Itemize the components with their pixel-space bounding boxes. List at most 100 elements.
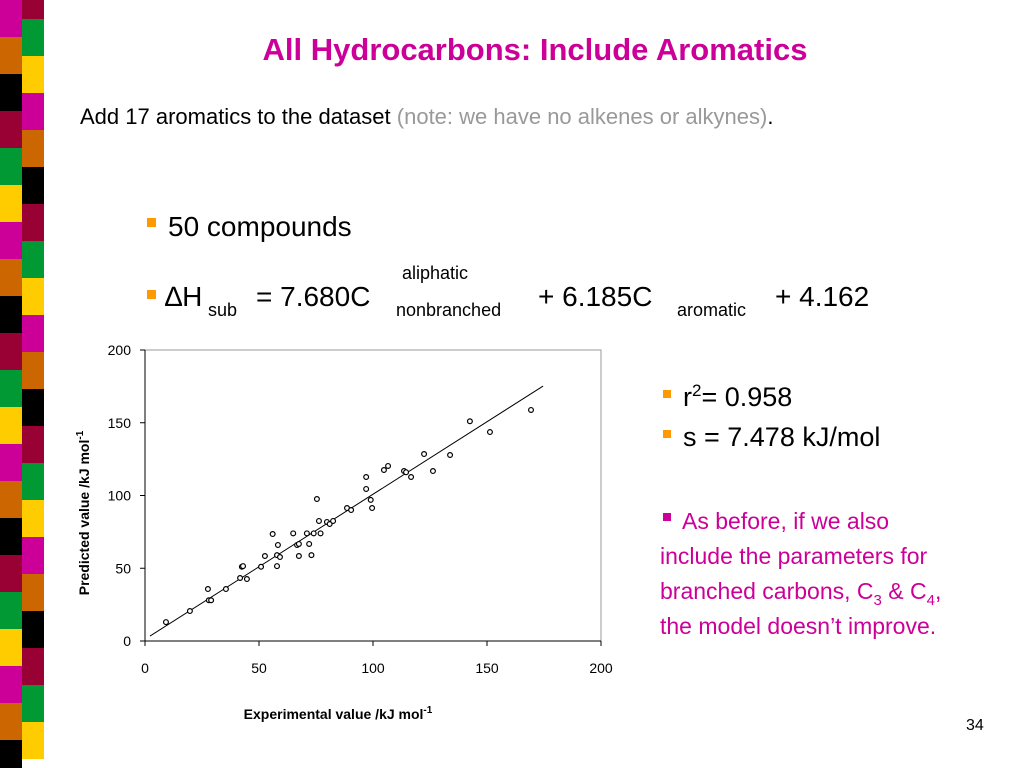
stripe-block	[0, 481, 22, 518]
stripe-block	[22, 574, 44, 611]
point	[295, 553, 302, 560]
x-axis-label: Experimental value /kJ mol-1	[244, 705, 433, 722]
stripe-block	[22, 500, 44, 537]
eq-part: + 4.162	[775, 281, 869, 312]
stripe-block	[0, 703, 22, 740]
point	[274, 563, 281, 570]
point	[222, 586, 229, 593]
point	[348, 507, 355, 514]
stripe-block	[22, 426, 44, 463]
point	[274, 541, 281, 548]
bullet	[663, 513, 671, 521]
r2-rest: = 0.958	[701, 382, 792, 412]
point	[208, 597, 215, 604]
page-number: 34	[966, 717, 984, 734]
point	[261, 553, 268, 560]
point	[308, 552, 315, 559]
point	[408, 474, 415, 481]
note: As before, if we also include the parame…	[660, 508, 941, 639]
point	[237, 574, 244, 581]
stripe-block	[0, 592, 22, 629]
intro-text: Add 17 aromatics to the dataset	[80, 104, 391, 129]
stripe-block	[22, 56, 44, 93]
point	[330, 517, 337, 524]
title: All Hydrocarbons: Include Aromatics	[263, 32, 808, 67]
y-tick-label: 0	[123, 633, 131, 649]
intro-end: .	[767, 104, 773, 129]
stripe-block	[0, 333, 22, 370]
trendline	[149, 385, 544, 637]
eq-sub: nonbranched	[396, 300, 501, 320]
point	[429, 468, 436, 475]
point	[317, 530, 324, 537]
stripe-block	[0, 37, 22, 74]
stripe-block	[0, 518, 22, 555]
stripe-block	[0, 407, 22, 444]
bullet	[663, 430, 671, 438]
bullet	[147, 218, 156, 227]
point	[403, 469, 410, 476]
stripe-block	[22, 352, 44, 389]
eq-sub: aromatic	[677, 300, 746, 320]
x-label-sup: -1	[423, 705, 432, 716]
x-tick-label: 100	[361, 660, 385, 676]
plot: 0 50 100 150 200 0 50 100 150 200	[108, 342, 613, 676]
stripe-block	[0, 740, 22, 768]
stripe-block	[0, 185, 22, 222]
bullet	[147, 290, 156, 299]
y-axis-label: Predicted value /kJ mol-1	[75, 430, 92, 595]
x-tick-label: 50	[251, 660, 267, 676]
note-line: branched carbons, C3 & C4,	[660, 578, 941, 609]
y-label-sup: -1	[75, 430, 86, 439]
stripe-block	[22, 611, 44, 648]
point	[486, 429, 493, 436]
point	[310, 530, 317, 537]
note-text: & C	[882, 578, 927, 604]
point	[269, 531, 276, 538]
point	[367, 496, 374, 503]
note-sub: 3	[874, 592, 882, 609]
stripe-block	[22, 389, 44, 426]
point	[369, 505, 376, 512]
point	[306, 540, 313, 547]
eq-sup: aliphatic	[402, 263, 468, 283]
decor-stripe	[0, 0, 44, 768]
s-value: s = 7.478 kJ/mol	[683, 422, 880, 452]
stripe-block	[22, 241, 44, 278]
point	[243, 576, 250, 583]
point	[466, 418, 473, 425]
y-label: Predicted value /kJ mol	[76, 440, 92, 596]
r2-r: r	[683, 382, 692, 412]
point	[258, 563, 265, 570]
eq-sub: sub	[208, 300, 237, 320]
stripe-block	[22, 204, 44, 241]
stripe-block	[22, 130, 44, 167]
eq-h: ∆H	[165, 281, 202, 312]
stripe-block	[22, 278, 44, 315]
point	[447, 452, 454, 459]
stripe-block	[0, 111, 22, 148]
point	[528, 406, 535, 413]
stripe-block	[22, 19, 44, 56]
point	[204, 586, 211, 593]
point	[363, 474, 370, 481]
stripe-block	[0, 629, 22, 666]
stripe-block	[0, 148, 22, 185]
stripe-block	[22, 685, 44, 722]
point	[315, 517, 322, 524]
point	[276, 554, 283, 561]
point	[290, 530, 297, 537]
r2-sup: 2	[692, 381, 701, 400]
point	[313, 495, 320, 502]
bullet	[663, 390, 671, 398]
y-tick-label: 50	[115, 560, 131, 576]
note-line: the model doesn’t improve.	[660, 613, 936, 639]
stripe-block	[22, 0, 44, 19]
point	[303, 530, 310, 537]
note-line: As before, if we also	[682, 508, 889, 534]
note-text: ,	[935, 578, 941, 604]
stripe-block	[22, 463, 44, 500]
stripe-block	[0, 444, 22, 481]
stripe-block	[0, 0, 22, 37]
